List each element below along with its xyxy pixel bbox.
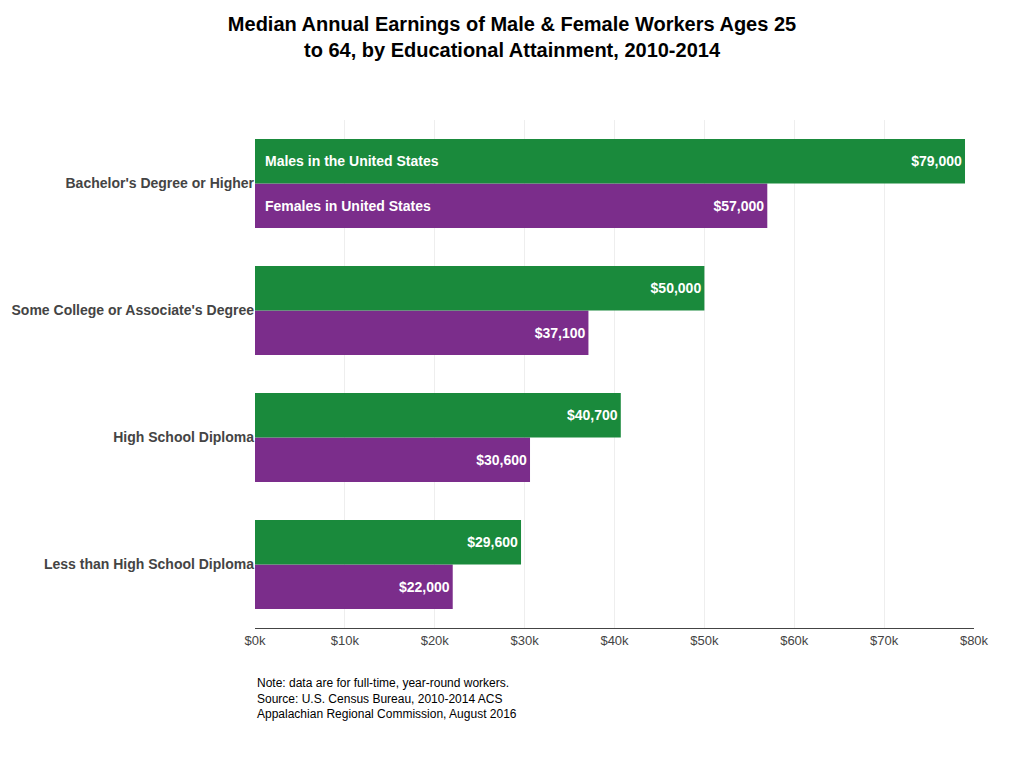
svg-text:$40k: $40k bbox=[600, 633, 629, 648]
svg-text:$79,000: $79,000 bbox=[911, 153, 962, 169]
svg-text:Median Annual Earnings of Male: Median Annual Earnings of Male & Female … bbox=[228, 13, 796, 61]
svg-text:Females in United States: Females in United States bbox=[265, 198, 431, 214]
svg-text:Some College or Associate's De: Some College or Associate's Degree bbox=[12, 302, 255, 318]
svg-text:$80k: $80k bbox=[960, 633, 989, 648]
svg-text:$20k: $20k bbox=[421, 633, 450, 648]
svg-text:Males in the United States: Males in the United States bbox=[265, 153, 439, 169]
svg-text:$50k: $50k bbox=[690, 633, 719, 648]
svg-text:$0k: $0k bbox=[245, 633, 266, 648]
svg-text:High School Diploma: High School Diploma bbox=[113, 429, 254, 445]
svg-text:Bachelor's Degree or Higher: Bachelor's Degree or Higher bbox=[65, 175, 254, 191]
svg-text:Note: data are for full-time,: Note: data are for full-time, year-round… bbox=[257, 676, 517, 721]
svg-text:$29,600: $29,600 bbox=[467, 534, 518, 550]
svg-text:$40,700: $40,700 bbox=[567, 407, 618, 423]
svg-text:$22,000: $22,000 bbox=[399, 579, 450, 595]
svg-text:$60k: $60k bbox=[780, 633, 809, 648]
svg-text:$70k: $70k bbox=[870, 633, 899, 648]
svg-text:$30k: $30k bbox=[511, 633, 540, 648]
svg-text:Less than High School Diploma: Less than High School Diploma bbox=[44, 556, 254, 572]
svg-text:$10k: $10k bbox=[331, 633, 360, 648]
svg-text:$30,600: $30,600 bbox=[476, 452, 527, 468]
svg-text:$37,100: $37,100 bbox=[535, 325, 586, 341]
svg-text:$50,000: $50,000 bbox=[651, 280, 702, 296]
svg-text:$57,000: $57,000 bbox=[713, 198, 764, 214]
